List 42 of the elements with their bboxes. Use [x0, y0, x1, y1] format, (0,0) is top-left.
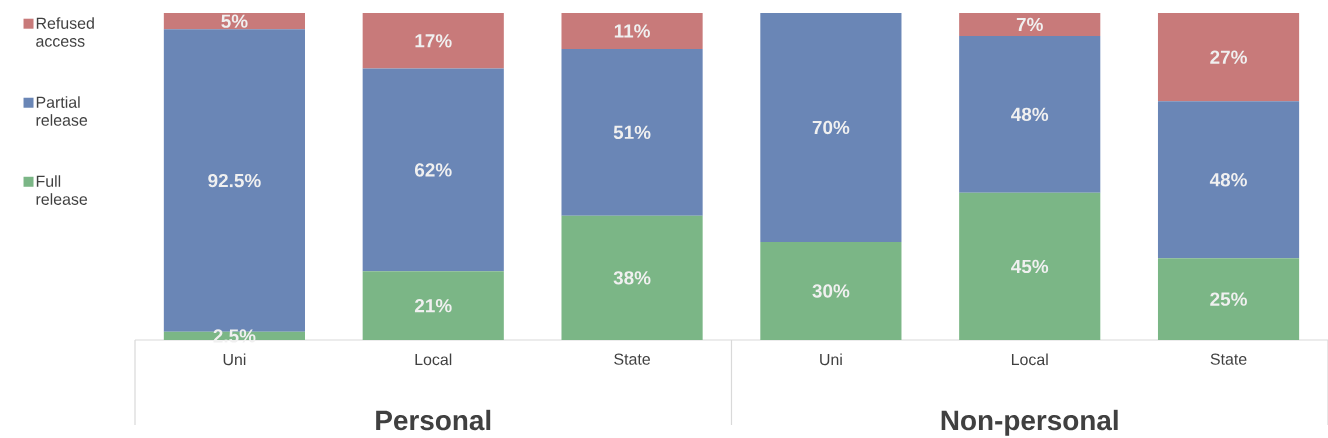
- bar: [760, 241, 902, 340]
- bar: [362, 271, 504, 340]
- bar: [561, 215, 703, 340]
- x-tick-label: Local: [1011, 353, 1048, 366]
- data-label: 62%: [414, 163, 452, 177]
- bar: [362, 13, 504, 69]
- bar: [1157, 13, 1300, 102]
- legend-label: Refused access: [36, 17, 94, 47]
- bar: [561, 13, 703, 49]
- data-label: 38%: [613, 271, 651, 285]
- bar: [959, 192, 1101, 340]
- bar: [760, 13, 902, 242]
- data-label: 92.5%: [208, 173, 261, 188]
- data-label: 5%: [221, 14, 248, 28]
- x-tick-label: State: [614, 353, 650, 365]
- bar: [959, 35, 1101, 193]
- data-label: 48%: [1011, 107, 1049, 122]
- bar: [163, 13, 305, 30]
- x-tick-label: Uni: [820, 353, 842, 366]
- data-label: 7%: [1016, 17, 1043, 32]
- data-label: 51%: [613, 125, 651, 140]
- x-tick-label: Uni: [223, 353, 246, 366]
- x-tick-label: Local: [415, 353, 452, 366]
- data-label: 27%: [1210, 50, 1247, 64]
- x-tick-label: State: [1210, 353, 1247, 365]
- data-label: 30%: [812, 284, 850, 298]
- data-label: 45%: [1011, 259, 1049, 274]
- bar: [959, 13, 1101, 36]
- data-label: 48%: [1209, 173, 1247, 187]
- data-label: 17%: [415, 34, 452, 48]
- bar: [561, 48, 703, 216]
- data-label: 11%: [614, 24, 650, 38]
- legend-label: Partial release: [36, 96, 88, 126]
- bar: [362, 68, 504, 272]
- legend-label: Full release: [36, 175, 88, 205]
- data-label: 21%: [414, 298, 452, 313]
- bar: [1157, 258, 1300, 340]
- text: Non-personal: [941, 409, 1118, 436]
- text: Personal: [376, 409, 491, 431]
- data-label: 25%: [1210, 292, 1247, 306]
- bar: [1157, 101, 1300, 259]
- data-label: 70%: [812, 120, 850, 135]
